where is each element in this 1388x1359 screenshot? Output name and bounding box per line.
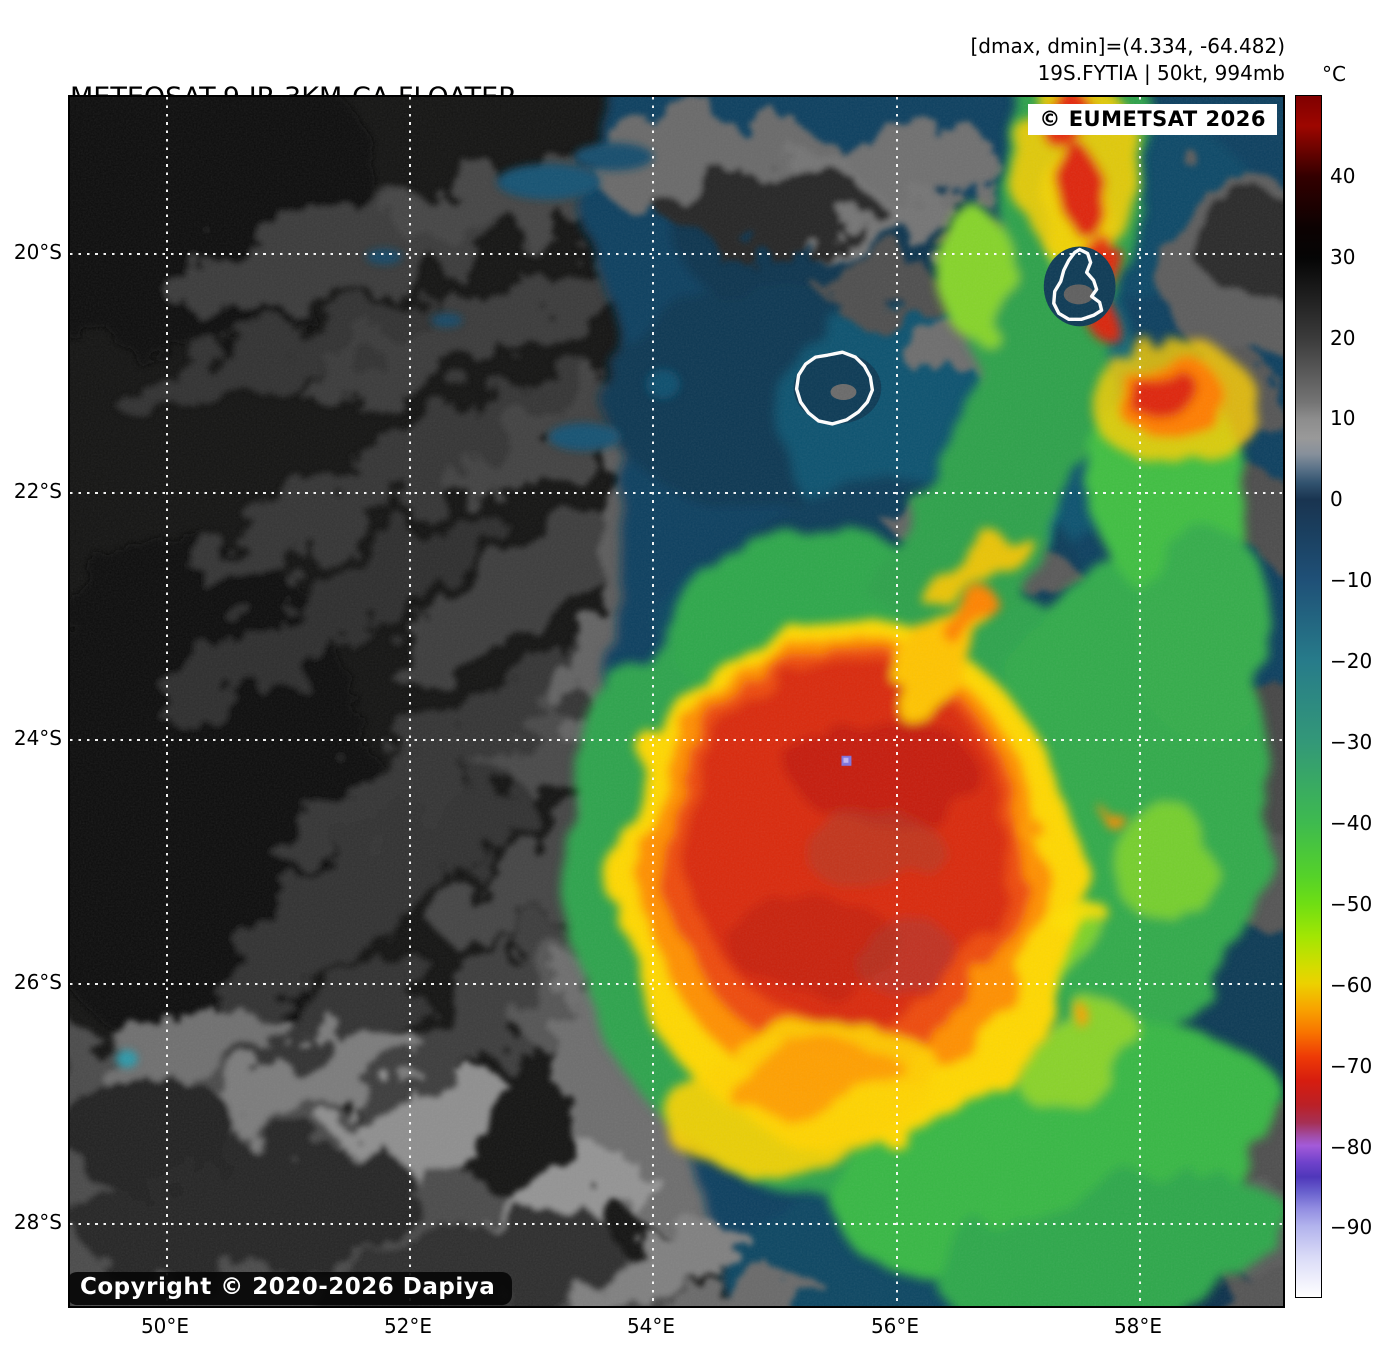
- colorbar-tick-label: −90: [1330, 1215, 1373, 1239]
- colorbar-tick-label: 20: [1330, 326, 1356, 350]
- temperature-colorbar: [1295, 95, 1322, 1298]
- longitude-tick-label: 58°E: [1113, 1314, 1163, 1338]
- longitude-tick-label: 56°E: [870, 1314, 920, 1338]
- colorbar-tick-label: 30: [1330, 245, 1356, 269]
- colorbar-tick-label: −70: [1330, 1054, 1373, 1078]
- colorbar-tick-label: −30: [1330, 730, 1373, 754]
- colorbar-tick-label: −50: [1330, 892, 1373, 916]
- colorbar-tick-label: −20: [1330, 649, 1373, 673]
- annotation-block: [dmax, dmin]=(4.334, -64.482) 19S.FYTIA …: [970, 33, 1285, 87]
- latitude-tick-label: 24°S: [13, 726, 62, 750]
- colorbar-tick-label: −80: [1330, 1135, 1373, 1159]
- longitude-tick-label: 50°E: [140, 1314, 190, 1338]
- latitude-tick-label: 26°S: [13, 970, 62, 994]
- colorbar-tick-label: 0: [1330, 487, 1343, 511]
- grain-overlay: [70, 97, 1283, 1306]
- annotation-dmax-dmin: [dmax, dmin]=(4.334, -64.482): [970, 34, 1285, 58]
- colorbar-tick-label: 10: [1330, 406, 1356, 430]
- colorbar-unit-label: °C: [1322, 62, 1346, 86]
- colorbar-tick-label: −40: [1330, 811, 1373, 835]
- eumetsat-copyright-badge: © EUMETSAT 2026: [1028, 104, 1277, 135]
- latitude-tick-label: 28°S: [13, 1210, 62, 1234]
- satellite-map: © EUMETSAT 2026 Copyright © 2020-2026 Da…: [68, 95, 1285, 1308]
- colorbar-tick-label: −60: [1330, 973, 1373, 997]
- latitude-tick-label: 20°S: [13, 240, 62, 264]
- colorbar-tick-label: −10: [1330, 568, 1373, 592]
- satellite-ir-image: [70, 97, 1283, 1306]
- longitude-tick-label: 54°E: [626, 1314, 676, 1338]
- longitude-tick-label: 52°E: [383, 1314, 433, 1338]
- latitude-tick-label: 22°S: [13, 479, 62, 503]
- dapiya-copyright-badge: Copyright © 2020-2026 Dapiya: [70, 1272, 513, 1305]
- colorbar-tick-label: 40: [1330, 164, 1356, 188]
- annotation-storm-info: 19S.FYTIA | 50kt, 994mb: [1037, 61, 1285, 85]
